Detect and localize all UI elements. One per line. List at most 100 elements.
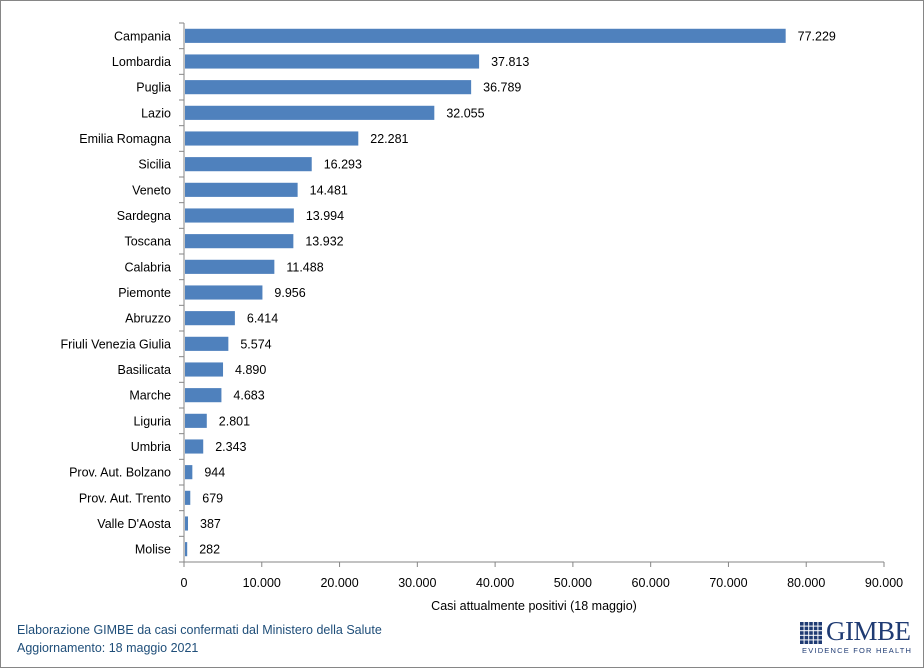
category-label: Veneto — [132, 183, 171, 197]
bar — [185, 439, 204, 454]
category-label: Abruzzo — [125, 312, 171, 326]
bar — [185, 105, 435, 120]
logo-grid-cell — [809, 622, 813, 626]
value-label: 282 — [199, 543, 220, 557]
value-label: 679 — [202, 491, 223, 505]
category-label: Friuli Venezia Giulia — [61, 337, 172, 351]
value-label: 22.281 — [370, 132, 408, 146]
x-axis-label: Casi attualmente positivi (18 maggio) — [431, 599, 637, 613]
bar — [185, 311, 235, 326]
axes-group: 0 10.000 20.000 30.000 40.000 50.000 60.000 70.… — [179, 22, 903, 590]
logo-grid-cell — [800, 622, 804, 626]
logo-grid-cell — [800, 635, 804, 640]
value-label: 4.683 — [233, 389, 264, 403]
x-tick-label: 10.000 — [243, 576, 281, 590]
category-label: Piemonte — [118, 286, 171, 300]
bar — [185, 208, 294, 223]
bar — [185, 131, 359, 146]
category-label: Lazio — [141, 106, 171, 120]
value-label: 2.801 — [219, 414, 250, 428]
value-label: 37.813 — [491, 55, 529, 69]
logo-grid-cell — [818, 635, 822, 640]
bar — [185, 362, 224, 377]
category-label: Umbria — [131, 440, 171, 454]
category-label: Prov. Aut. Bolzano — [69, 466, 171, 480]
x-tick-label: 40.000 — [476, 576, 514, 590]
category-label: Molise — [135, 543, 171, 557]
bar — [185, 336, 229, 351]
gimbe-logo: GIMBE EVIDENCE FOR HEALTH — [800, 616, 913, 660]
category-label: Toscana — [124, 235, 171, 249]
bar — [185, 28, 786, 43]
bar — [185, 285, 263, 300]
value-label: 13.932 — [305, 235, 343, 249]
bar — [185, 516, 189, 531]
bar — [185, 182, 298, 197]
logo-grid-cell — [813, 631, 818, 635]
category-label: Marche — [129, 389, 171, 403]
source-note: Elaborazione GIMBE da casi confermati da… — [17, 623, 382, 637]
value-label: 944 — [204, 466, 225, 480]
category-label: Lombardia — [112, 55, 171, 69]
value-label: 6.414 — [247, 312, 278, 326]
logo-grid-cell — [804, 635, 809, 640]
category-label: Basilicata — [118, 363, 172, 377]
x-tick-label: 30.000 — [398, 576, 436, 590]
x-tick-label: 80.000 — [787, 576, 825, 590]
value-label: 4.890 — [235, 363, 266, 377]
logo-grid-cell — [804, 631, 809, 635]
logo-grid-cell — [818, 626, 822, 631]
logo-grid-cell — [804, 640, 809, 644]
bar — [185, 465, 193, 480]
category-label: Valle D'Aosta — [97, 517, 171, 531]
category-label: Puglia — [136, 81, 171, 95]
logo-grid-cell — [813, 626, 818, 631]
category-label: Prov. Aut. Trento — [79, 491, 171, 505]
value-label: 387 — [200, 517, 221, 531]
category-label: Calabria — [124, 260, 171, 274]
value-label: 16.293 — [324, 158, 362, 172]
x-tick-label: 60.000 — [632, 576, 670, 590]
value-label: 77.229 — [798, 29, 836, 43]
x-tick-label: 50.000 — [554, 576, 592, 590]
x-tick-label: 90.000 — [865, 576, 903, 590]
bar — [185, 234, 294, 249]
x-tick-label: 0 — [181, 576, 188, 590]
bars-group: Campania 77.229 Lombardia 37.813 Puglia 36.78… — [61, 28, 836, 557]
logo-tagline: EVIDENCE FOR HEALTH — [802, 646, 913, 655]
category-label: Sardegna — [117, 209, 171, 223]
logo-grid-cell — [809, 635, 813, 640]
logo-grid-cell — [804, 626, 809, 631]
logo-grid-cell — [800, 631, 804, 635]
logo-grid-cell — [818, 640, 822, 644]
bar — [185, 388, 222, 403]
bar — [185, 157, 312, 172]
category-label: Campania — [114, 29, 171, 43]
category-label: Liguria — [133, 414, 171, 428]
logo-grid-cell — [800, 640, 804, 644]
value-label: 13.994 — [306, 209, 344, 223]
logo-grid-icon — [800, 622, 822, 644]
value-label: 11.488 — [286, 260, 323, 274]
value-label: 2.343 — [215, 440, 246, 454]
x-tick-label: 20.000 — [320, 576, 358, 590]
value-label: 36.789 — [483, 81, 521, 95]
value-label: 9.956 — [274, 286, 305, 300]
value-label: 32.055 — [446, 106, 484, 120]
logo-grid-cell — [809, 640, 813, 644]
bar — [185, 542, 188, 557]
logo-wordmark: GIMBE — [826, 616, 911, 646]
bar — [185, 80, 472, 95]
bar-chart: Campania 77.229 Lombardia 37.813 Puglia 36.78… — [61, 22, 903, 613]
bar — [185, 259, 275, 274]
category-label: Sicilia — [138, 158, 171, 172]
logo-grid-cell — [818, 631, 822, 635]
logo-grid-cell — [813, 622, 818, 626]
value-label: 14.481 — [310, 183, 348, 197]
bar — [185, 54, 480, 69]
bar — [185, 490, 191, 505]
category-label: Emilia Romagna — [79, 132, 171, 146]
logo-grid-cell — [804, 622, 809, 626]
value-label: 5.574 — [240, 337, 271, 351]
logo-grid-cell — [818, 622, 822, 626]
